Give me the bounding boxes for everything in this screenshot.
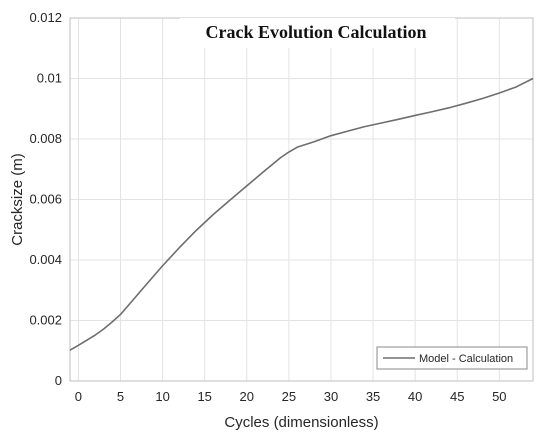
x-tick-label: 25 xyxy=(282,389,296,404)
legend-box xyxy=(376,346,528,370)
x-tick-label: 30 xyxy=(324,389,338,404)
y-tick-label: 0.002 xyxy=(29,313,62,328)
x-tick-label: 10 xyxy=(155,389,169,404)
legend-entry-label: Model - Calculation xyxy=(419,353,513,365)
y-tick-label: 0.006 xyxy=(29,192,62,207)
x-tick-label: 0 xyxy=(75,389,82,404)
x-tick-label: 50 xyxy=(492,389,506,404)
x-axis-label: Cycles (dimensionless) xyxy=(224,414,378,431)
chart-title: Crack Evolution Calculation xyxy=(205,22,426,42)
x-tick-label: 40 xyxy=(408,389,422,404)
x-tick-label: 20 xyxy=(240,389,254,404)
x-tick-label: 45 xyxy=(450,389,464,404)
series-line-model-calculation xyxy=(69,77,534,351)
x-tick-label: 35 xyxy=(366,389,380,404)
x-tick-label: 15 xyxy=(197,389,211,404)
x-tick-labels: 0 5 10 15 20 25 30 35 40 45 50 xyxy=(75,389,507,404)
y-tick-label: 0 xyxy=(55,373,62,388)
legend: Model - Calculation xyxy=(376,346,528,370)
x-tick-label: 5 xyxy=(117,389,124,404)
title-background xyxy=(180,18,455,48)
series-layer xyxy=(69,77,534,351)
y-tick-label: 0.008 xyxy=(29,131,62,146)
y-axis-label: Cracksize (m) xyxy=(9,153,26,246)
y-tick-label: 0.012 xyxy=(29,10,62,25)
y-tick-label: 0.01 xyxy=(37,71,62,86)
y-tick-label: 0.004 xyxy=(29,252,62,267)
y-tick-labels: 0 0.002 0.004 0.006 0.008 0.01 0.012 xyxy=(29,10,62,388)
